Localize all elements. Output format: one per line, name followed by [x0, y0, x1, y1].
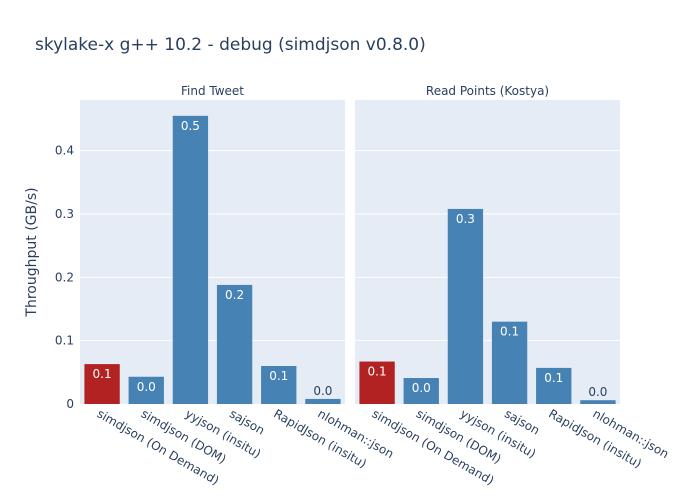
bar	[403, 378, 439, 404]
bar	[216, 284, 253, 404]
bar	[128, 376, 164, 404]
bar	[359, 361, 395, 404]
bar	[447, 208, 484, 404]
bar-value-label: 0.1	[93, 367, 112, 381]
bar-value-label: 0.1	[544, 371, 563, 385]
bar-value-label: 0.1	[368, 365, 387, 379]
y-tick-label: 0.1	[55, 334, 74, 348]
y-tick-label: 0.3	[55, 207, 74, 221]
panel-background	[80, 100, 345, 404]
bar	[580, 400, 616, 404]
bar-value-label: 0.1	[269, 369, 288, 383]
panel-background	[355, 100, 620, 404]
bar-value-label: 0.5	[181, 119, 200, 133]
facet-title: Read Points (Kostya)	[426, 84, 549, 98]
bar-value-label: 0.0	[313, 384, 332, 398]
bar	[84, 364, 120, 404]
y-axis-label: Throughput (GB/s)	[24, 187, 40, 317]
bar-value-label: 0.1	[500, 325, 519, 339]
facet-title: Find Tweet	[181, 84, 244, 98]
y-tick-label: 0.4	[55, 144, 74, 158]
y-tick-label: 0.2	[55, 270, 74, 284]
bar-value-label: 0.3	[456, 212, 475, 226]
bar	[172, 115, 209, 404]
chart-title: skylake-x g++ 10.2 - debug (simdjson v0.…	[35, 35, 426, 55]
bar	[305, 398, 341, 404]
bar-value-label: 0.0	[137, 380, 156, 394]
bar	[491, 321, 528, 404]
bar-value-label: 0.0	[412, 381, 431, 395]
bar-value-label: 0.0	[588, 385, 607, 399]
bar	[261, 366, 297, 404]
bar	[536, 367, 572, 404]
bar-value-label: 0.2	[225, 288, 244, 302]
y-tick-label: 0	[66, 397, 74, 411]
